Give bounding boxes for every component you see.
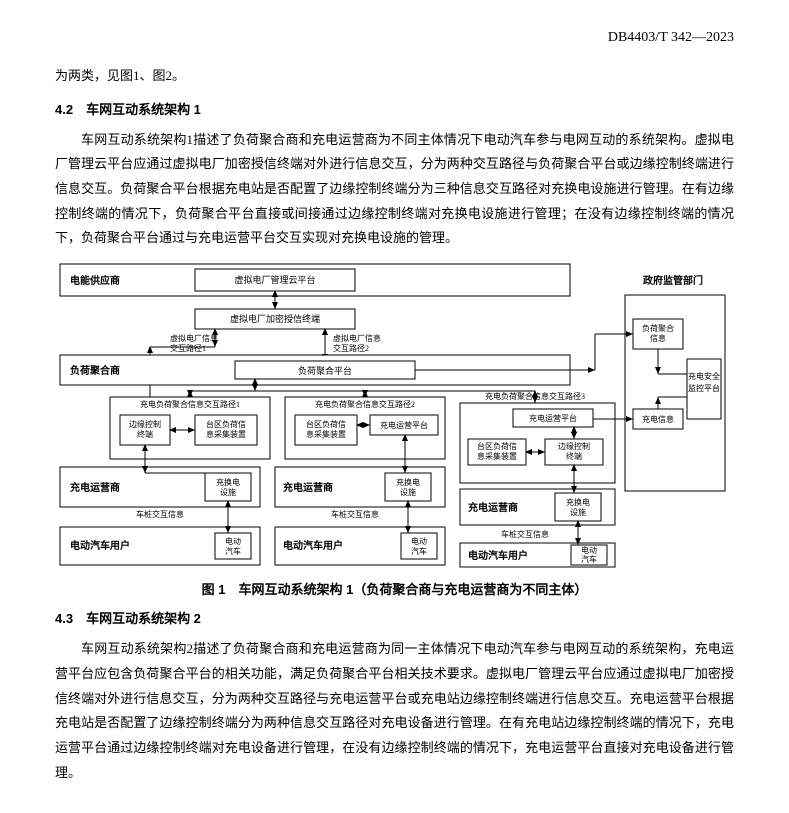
fig1-charger-op3: 充电运营商 — [468, 501, 518, 514]
fig1-edge2b: 终端 — [566, 451, 582, 461]
fig1-route1: 充电负荷聚合信息交互路径1 — [140, 399, 240, 409]
fig1-ev1a: 电动 — [225, 536, 241, 546]
document-id: DB4403/T 342—2023 — [55, 30, 734, 46]
fig1-safety1: 充电安全 — [688, 371, 720, 381]
fig1-pile1: 车桩交互信息 — [136, 509, 184, 519]
fig1-ev3b: 汽车 — [581, 554, 597, 564]
fig1-evuser1: 电动汽车用户 — [70, 539, 130, 552]
fig1-vpp-path2a: 虚拟电厂信息 — [333, 333, 381, 343]
fig1-energy-supplier: 电能供应商 — [70, 274, 120, 287]
fig1-zone2b: 息采集装置 — [306, 429, 346, 439]
fig1-charger-op1: 充电运营商 — [70, 481, 120, 494]
section-head-4-3: 4.3 车网互动系统架构 2 — [55, 608, 734, 627]
fig1-ev3a: 电动 — [581, 545, 597, 555]
fig1-ev1b: 汽车 — [225, 546, 241, 556]
fig1-pile2: 车桩交互信息 — [331, 509, 379, 519]
fig1-route2: 充电负荷聚合信息交互路径2 — [315, 399, 415, 409]
fig1-fac3b: 设施 — [570, 507, 586, 517]
section-head-4-2: 4.2 车网互动系统架构 1 — [55, 99, 734, 118]
fig1-ev2a: 电动 — [411, 536, 427, 546]
fig1-vpp-path1a: 虚拟电厂信息 — [170, 333, 218, 343]
fig1-load-plat: 负荷聚合平台 — [298, 365, 352, 376]
fig1-fac2b: 设施 — [400, 487, 416, 497]
figure-1-caption: 图 1 车网互动系统架构 1（负荷聚合商与充电运营商为不同主体） — [55, 579, 734, 598]
fig1-load-info1: 负荷聚合 — [642, 323, 674, 333]
fig1-edge1a: 边缘控制 — [129, 419, 161, 429]
fig1-opplat2: 充电运营平台 — [529, 413, 577, 423]
fig1-vpp-cloud: 虚拟电厂管理云平台 — [234, 274, 315, 285]
fig1-fac3a: 充换电 — [566, 497, 590, 507]
fig1-pile3: 车桩交互信息 — [501, 529, 549, 539]
intro-line: 为两类，见图1、图2。 — [55, 64, 734, 89]
fig1-load-aggr: 负荷聚合商 — [70, 364, 120, 377]
fig1-safety2: 监控平台 — [688, 383, 720, 393]
fig1-load-info2: 信息 — [650, 333, 666, 343]
fig1-edge1b: 终端 — [137, 429, 153, 439]
fig1-fac1a: 充换电 — [216, 477, 240, 487]
fig1-zone3b: 息采集装置 — [477, 451, 517, 461]
fig1-evuser3: 电动汽车用户 — [468, 549, 528, 562]
fig1-fac1b: 设施 — [220, 487, 236, 497]
fig1-opplat1: 充电运营平台 — [380, 420, 428, 430]
figure-1: 电能供应商 虚拟电厂管理云平台 政府监管部门 虚拟电厂加密授信终端 虚拟电厂信息… — [55, 259, 735, 569]
fig1-edge2a: 边缘控制 — [558, 441, 590, 451]
para-4-3-1: 车网互动系统架构2描述了负荷聚合商和充电运营商为同一主体情况下电动汽车参与电网互… — [55, 637, 734, 785]
fig1-evuser2: 电动汽车用户 — [283, 539, 343, 552]
fig1-fac2a: 充换电 — [396, 477, 420, 487]
fig1-vpp-path2b: 交互路径2 — [333, 343, 369, 353]
fig1-gov-dept: 政府监管部门 — [643, 274, 703, 287]
fig1-ev2b: 汽车 — [411, 546, 427, 556]
fig1-zone2a: 台区负荷信 — [306, 419, 346, 429]
fig1-vpp-path1b: 交互路径1 — [170, 343, 206, 353]
fig1-zone1a: 台区负荷信 — [206, 419, 246, 429]
fig1-charger-op2: 充电运营商 — [283, 481, 333, 494]
fig1-vpp-enc: 虚拟电厂加密授信终端 — [230, 313, 320, 324]
fig1-zone3a: 台区负荷信 — [477, 441, 517, 451]
para-4-2-1: 车网互动系统架构1描述了负荷聚合商和充电运营商为不同主体情况下电动汽车参与电网互… — [55, 128, 734, 251]
fig1-zone1b: 息采集装置 — [206, 429, 246, 439]
fig1-cinfo: 充电信息 — [642, 414, 674, 424]
